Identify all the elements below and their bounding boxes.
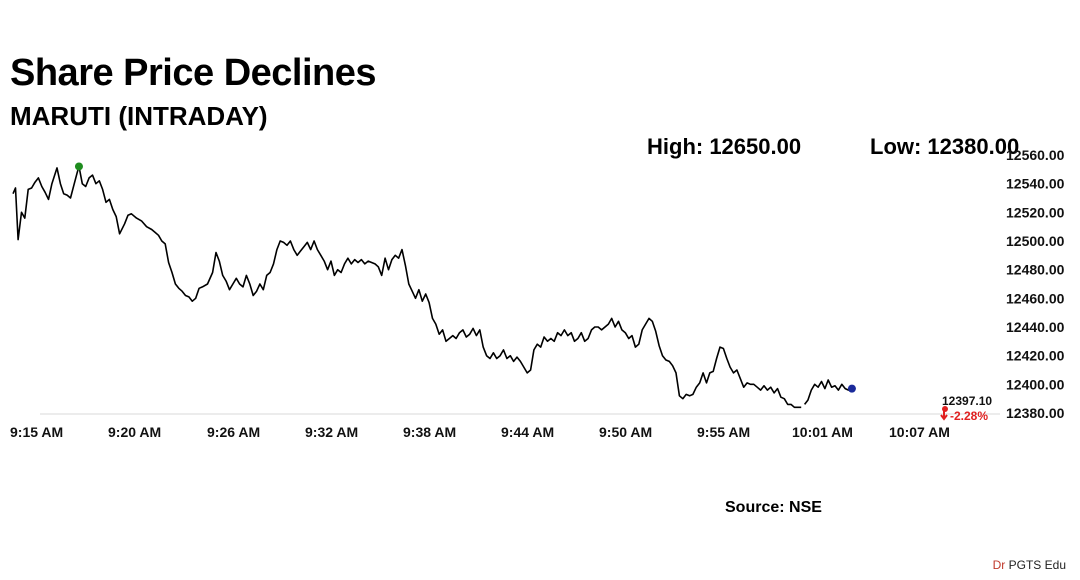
y-tick-label: 12420.00 bbox=[1006, 348, 1065, 364]
y-tick-label: 12400.00 bbox=[1006, 376, 1065, 392]
price-series-line bbox=[803, 379, 853, 405]
x-tick-label: 10:01 AM bbox=[792, 424, 853, 440]
price-series-line bbox=[12, 165, 802, 409]
y-tick-label: 12500.00 bbox=[1006, 233, 1065, 249]
last-point-marker bbox=[847, 384, 856, 393]
y-tick-label: 12380.00 bbox=[1006, 405, 1065, 421]
x-tick-label: 9:44 AM bbox=[501, 424, 554, 440]
x-tick-label: 10:07 AM bbox=[889, 424, 950, 440]
down-arrow-icon bbox=[940, 409, 948, 421]
x-axis: 9:15 AM 9:20 AM 9:26 AM 9:32 AM 9:38 AM 9:44 … bbox=[10, 424, 950, 440]
x-tick-label: 9:20 AM bbox=[108, 424, 161, 440]
high-stat: High: 12650.00 bbox=[647, 134, 802, 159]
x-tick-label: 9:15 AM bbox=[10, 424, 63, 440]
change-label: -2.28% bbox=[950, 409, 988, 423]
chart-subtitle: MARUTI (INTRADAY) bbox=[10, 101, 268, 131]
x-tick-label: 9:38 AM bbox=[403, 424, 456, 440]
source-label: Source: NSE bbox=[725, 499, 822, 516]
x-tick-label: 9:55 AM bbox=[697, 424, 750, 440]
watermark-prefix: Dr bbox=[992, 558, 1006, 572]
low-stat: Low: 12380.00 bbox=[870, 134, 1020, 159]
last-value-label: 12397.10 bbox=[942, 394, 992, 408]
y-tick-label: 12440.00 bbox=[1006, 319, 1065, 335]
last-value-annotation: 12397.10 -2.28% bbox=[940, 394, 992, 423]
y-tick-label: 12480.00 bbox=[1006, 262, 1065, 278]
x-tick-label: 9:26 AM bbox=[207, 424, 260, 440]
y-tick-label: 12560.00 bbox=[1006, 147, 1065, 163]
markers bbox=[74, 162, 948, 412]
x-tick-label: 9:50 AM bbox=[599, 424, 652, 440]
y-tick-label: 12460.00 bbox=[1006, 290, 1065, 306]
chart-title: Share Price Declines bbox=[10, 52, 377, 94]
watermark: Dr PGTS Edu bbox=[993, 558, 1066, 572]
x-tick-label: 9:32 AM bbox=[305, 424, 358, 440]
y-axis: 12380.00 12400.00 12420.00 12440.00 12460.00… bbox=[1006, 147, 1065, 421]
high-point-marker bbox=[74, 162, 83, 171]
watermark-text: PGTS Edu bbox=[1005, 558, 1066, 572]
y-tick-label: 12540.00 bbox=[1006, 176, 1065, 192]
price-lines bbox=[12, 165, 853, 409]
y-tick-label: 12520.00 bbox=[1006, 204, 1065, 220]
